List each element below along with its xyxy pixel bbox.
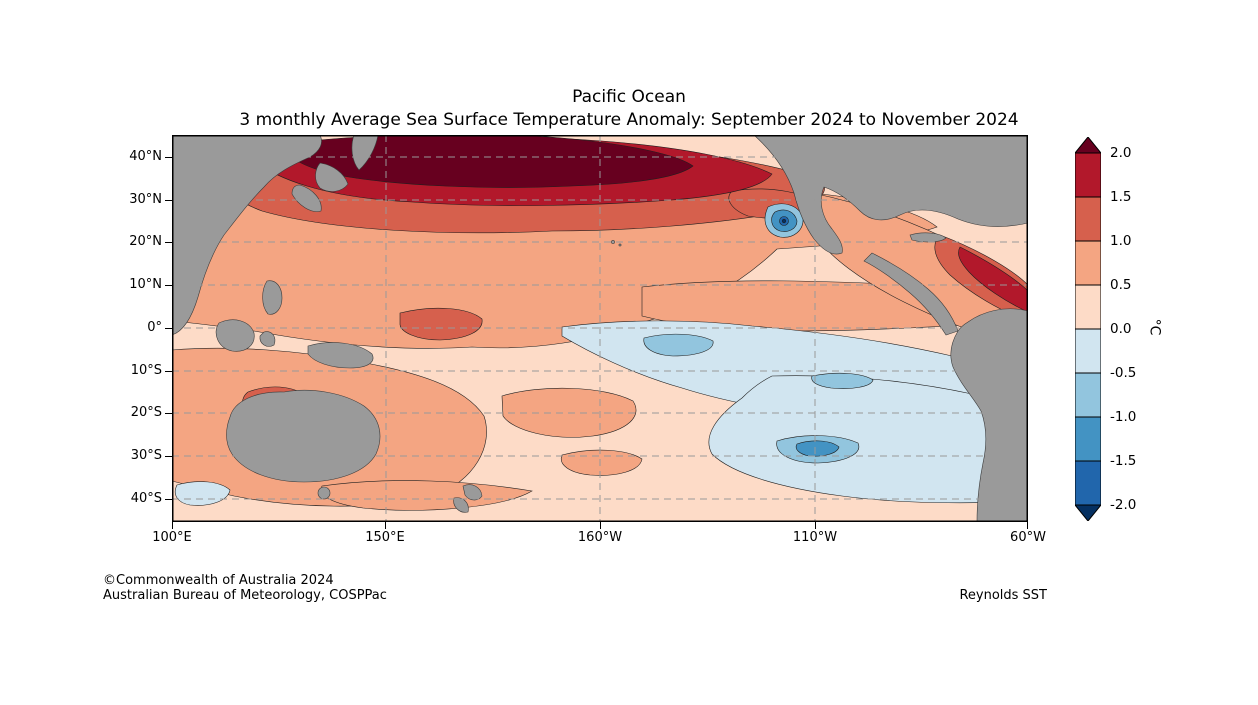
axis-tick (165, 413, 172, 414)
map-plot-area (171, 133, 1029, 523)
lat-tick-label: 20°S (130, 405, 162, 420)
data-source-label: Reynolds SST (959, 588, 1047, 603)
lon-tick-label: 110°W (792, 530, 838, 545)
lon-tick-label: 150°E (365, 530, 405, 545)
axis-tick (600, 522, 601, 529)
colorbar (1073, 136, 1103, 522)
chart-subtitle: 3 monthly Average Sea Surface Temperatur… (239, 110, 1019, 130)
colorbar-tick-label: 2.0 (1110, 145, 1132, 161)
colorbar-tick-label: 1.5 (1110, 189, 1132, 205)
map-border (172, 135, 1028, 522)
lat-tick-label: 30°S (130, 448, 162, 463)
axis-tick (165, 456, 172, 457)
colorbar-tick-label: 0.5 (1110, 277, 1132, 293)
chart-title: Pacific Ocean (572, 87, 686, 107)
lat-tick-label: 10°N (129, 277, 162, 292)
axis-tick (815, 522, 816, 529)
lat-tick-label: 10°S (130, 363, 162, 378)
axis-tick (165, 242, 172, 243)
colorbar-tick-label: -0.5 (1110, 365, 1137, 381)
colorbar-tick-label: 0.0 (1110, 321, 1132, 337)
axis-tick (1027, 522, 1028, 529)
lat-tick-label: 20°N (129, 234, 162, 249)
colorbar-tick-label: -1.0 (1110, 409, 1137, 425)
lon-tick-label: 60°W (1010, 530, 1046, 545)
gridlines (172, 135, 1028, 522)
lat-tick-label: 40°S (130, 491, 162, 506)
axis-tick (165, 285, 172, 286)
axis-tick (165, 157, 172, 158)
axis-tick (385, 522, 386, 529)
axis-tick (165, 371, 172, 372)
colorbar-tick-label: -2.0 (1110, 497, 1137, 513)
axis-tick (172, 522, 173, 529)
sst-anomaly-map (171, 133, 1029, 523)
colorbar-unit-label: °C (1146, 318, 1163, 336)
colorbar-tick-label: 1.0 (1110, 233, 1132, 249)
footer-copyright: ©Commonwealth of Australia 2024 (103, 573, 334, 588)
axis-tick (165, 499, 172, 500)
axis-tick (165, 328, 172, 329)
lon-tick-label: 100°E (152, 530, 192, 545)
lat-tick-label: 30°N (129, 192, 162, 207)
lat-tick-label: 40°N (129, 149, 162, 164)
lat-tick-label: 0° (147, 320, 162, 335)
colorbar-tick-label: -1.5 (1110, 453, 1137, 469)
axis-tick (165, 200, 172, 201)
lon-tick-label: 160°W (577, 530, 623, 545)
footer-organization: Australian Bureau of Meteorology, COSPPa… (103, 588, 387, 603)
